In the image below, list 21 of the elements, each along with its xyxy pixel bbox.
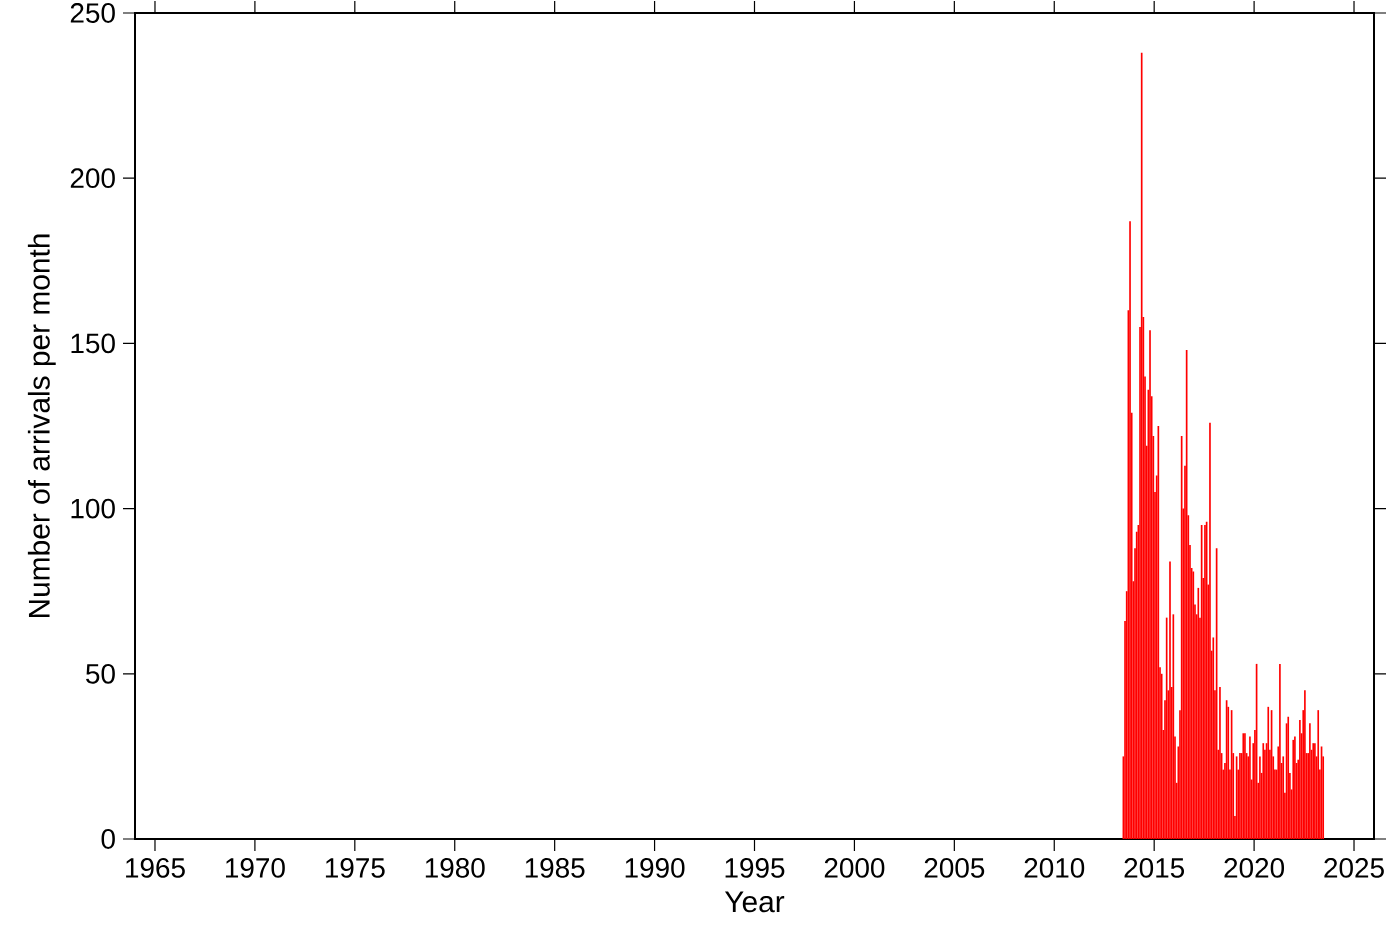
x-tick-label: 2025 (1324, 858, 1384, 878)
y-tick-label: 100 (71, 498, 115, 519)
y-tick-label: 50 (86, 663, 115, 684)
x-axis-title: Year (724, 891, 785, 913)
y-tick-label: 250 (70, 3, 115, 23)
x-tick-label: 2000 (824, 858, 885, 878)
x-tick-label: 1975 (325, 858, 385, 878)
x-tick-label: 1980 (425, 858, 485, 878)
x-tick-label: 2010 (1024, 858, 1085, 878)
y-tick-label: 200 (70, 168, 115, 189)
y-axis-title: Number of arrivals per month (27, 234, 56, 618)
x-tick-label: 1985 (525, 858, 585, 878)
y-tick-label: 0 (101, 829, 115, 849)
x-tick-label: 1990 (625, 858, 685, 878)
x-tick-label: 1965 (126, 858, 185, 878)
x-tick-label: 1970 (226, 858, 285, 878)
x-tick-label: 1995 (725, 858, 785, 878)
x-tick-label: 2005 (924, 858, 985, 878)
y-tick-label: 150 (71, 333, 115, 354)
x-tick-label: 2020 (1224, 858, 1285, 878)
x-tick-label: 2015 (1124, 858, 1185, 878)
